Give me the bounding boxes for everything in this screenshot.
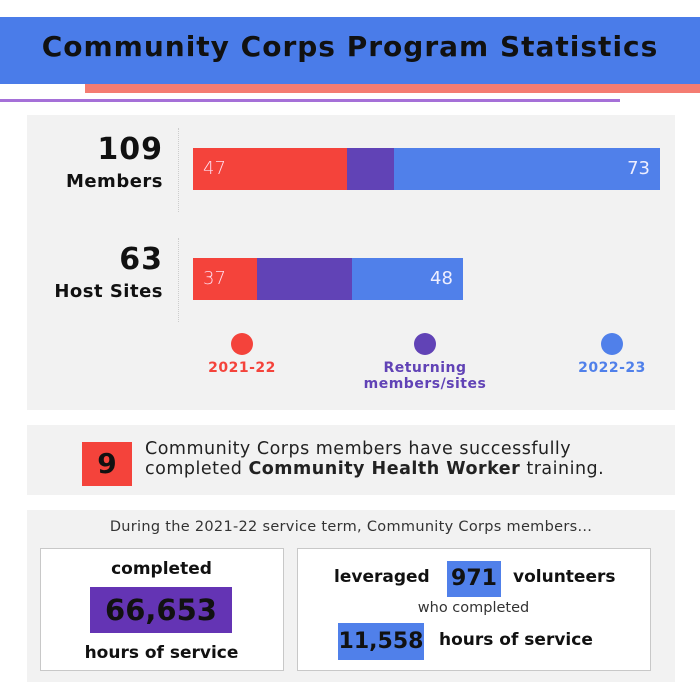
training-count: 9: [82, 442, 132, 486]
legend-dot: [601, 333, 623, 355]
right-middle: who completed: [417, 600, 530, 616]
bar-overlap: [257, 258, 352, 300]
value-label: 48: [430, 268, 453, 289]
volunteers-label: volunteers: [513, 567, 616, 587]
row-total: 109: [97, 132, 163, 167]
bar-second: [347, 148, 660, 190]
legend-dot: [231, 333, 253, 355]
left-top: completed: [111, 559, 212, 579]
left-box: [40, 548, 284, 671]
accent-bar: [85, 84, 700, 93]
divider: [178, 238, 179, 322]
legend-dot: [414, 333, 436, 355]
training-panel: [27, 425, 675, 495]
row-label: Members: [65, 171, 163, 192]
value-label: 37: [203, 268, 226, 289]
service-intro: During the 2021-22 service term, Communi…: [109, 519, 593, 535]
training-text-tail: training.: [526, 459, 605, 479]
left-bottom: hours of service: [84, 643, 239, 663]
volunteers-number: 971: [447, 561, 501, 597]
value-label: 47: [203, 158, 226, 179]
value-label: 73: [627, 158, 650, 179]
left-number: 66,653: [90, 587, 232, 633]
accent-line: [0, 99, 620, 102]
legend-label: Returning members/sites: [363, 360, 487, 392]
title-bar: [0, 17, 700, 84]
training-text: Community Corps members have successfull…: [145, 439, 655, 479]
divider: [178, 128, 179, 212]
right-lead: leveraged: [334, 567, 430, 587]
row-label: Host Sites: [54, 281, 163, 302]
training-text-main: Community Corps members have successfull…: [145, 439, 572, 479]
overlap-chart: 109 Members 47 73 63 Host Sites 37 48 2021-22 Ret…: [54, 128, 660, 392]
legend-label: 2022-23: [578, 360, 646, 376]
legend-label: 2021-22: [208, 360, 276, 376]
row-total: 63: [119, 242, 163, 277]
hours-number: 11,558: [338, 623, 424, 660]
bar-overlap: [347, 148, 395, 190]
title: Community Corps Program Statistics: [41, 30, 659, 63]
training-text-bold: Community Health Worker: [248, 459, 521, 479]
hours-label: hours of service: [439, 630, 593, 650]
